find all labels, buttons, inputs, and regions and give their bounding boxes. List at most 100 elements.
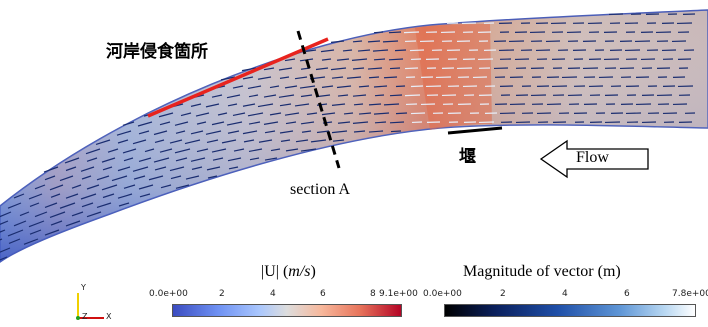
flow-vector — [353, 130, 366, 133]
flow-vector — [111, 175, 128, 182]
velocity-tick-8: 8 — [370, 289, 376, 299]
flow-vector — [138, 157, 152, 162]
flow-vector — [44, 175, 56, 181]
flow-vector — [50, 193, 61, 198]
flow-vector — [118, 202, 130, 207]
flow-vector — [241, 67, 257, 72]
flow-vector — [390, 130, 402, 133]
flow-vector — [285, 121, 297, 125]
flow-vector — [232, 112, 246, 117]
flow-vector — [330, 67, 347, 71]
flow-vector — [299, 85, 316, 89]
flow-vector — [138, 184, 154, 190]
flow-vector — [221, 139, 237, 144]
flow-vector — [158, 112, 174, 118]
flow-vector — [220, 76, 236, 81]
flow-vector — [184, 139, 201, 145]
flow-vector — [175, 130, 186, 134]
flow-vector — [211, 121, 225, 126]
flow-vector — [285, 148, 299, 152]
flow-vector — [305, 49, 317, 52]
flow-vector — [373, 85, 388, 88]
flow-vector — [159, 148, 173, 153]
flow-vector — [206, 166, 221, 171]
flow-vector — [383, 76, 398, 79]
flow-vector — [264, 157, 278, 161]
flow-arrow — [539, 139, 649, 179]
flow-vector — [7, 229, 24, 237]
flow-vector — [59, 175, 74, 182]
flow-vector — [310, 139, 327, 143]
flow-vector — [96, 202, 112, 209]
flow-vector — [159, 121, 171, 126]
flow-vector — [23, 238, 39, 245]
flow-vector — [284, 112, 300, 116]
flow-vector — [336, 58, 350, 61]
flow-vector — [29, 202, 40, 208]
flow-vector — [107, 148, 119, 153]
flow-vector — [294, 76, 308, 80]
velocity-colorbar — [172, 304, 402, 317]
flow-vector — [34, 211, 48, 218]
flow-vector — [278, 94, 295, 98]
flow-vector — [263, 94, 277, 98]
flow-vector — [300, 148, 317, 152]
flow-vector — [352, 40, 363, 43]
flow-vector — [86, 184, 100, 190]
flow-vector — [122, 121, 135, 126]
flow-vector — [279, 76, 290, 79]
section-a-label: section A — [290, 181, 350, 198]
flow-vector — [227, 130, 240, 134]
flow-vector — [257, 103, 274, 108]
flow-vector — [279, 130, 294, 134]
flow-vector — [28, 220, 45, 228]
velocity-tick-6: 6 — [320, 289, 326, 299]
flow-vector — [368, 103, 382, 106]
flow-vector — [243, 139, 255, 143]
flow-vector — [410, 112, 426, 115]
erosion-site-label: 河岸侵食箇所 — [106, 42, 208, 62]
flow-vector — [358, 85, 370, 88]
flow-vector — [185, 175, 200, 180]
flow-vector — [352, 94, 367, 97]
flow-vector — [395, 112, 408, 115]
flow-vector — [180, 112, 192, 117]
flow-vector — [284, 58, 296, 62]
flow-vector — [383, 103, 400, 106]
flow-vector — [284, 85, 298, 89]
flow-vector — [227, 157, 242, 162]
flow-vector — [404, 94, 421, 97]
flow-vector — [301, 130, 312, 133]
flow-vector — [331, 76, 344, 79]
weir-label: 堰 — [459, 147, 476, 167]
flow-vector — [372, 49, 389, 52]
river-bank-shading — [0, 10, 708, 262]
flow-vector — [389, 121, 405, 124]
flow-vector — [137, 121, 153, 127]
flow-vector — [0, 229, 6, 233]
flow-vector — [123, 184, 136, 189]
flow-vector — [357, 49, 371, 52]
flow-vector — [228, 166, 239, 170]
flow-vector — [332, 139, 345, 142]
flow-vector — [321, 112, 336, 116]
flow-vector — [367, 67, 383, 70]
flow-vector — [0, 211, 12, 218]
flow-vector — [263, 121, 279, 125]
flow-vector — [388, 58, 404, 61]
flow-vector — [280, 139, 291, 142]
flow-vector — [337, 121, 351, 124]
flow-vector — [233, 148, 245, 152]
flow-vector — [34, 184, 46, 190]
flow-vector — [101, 157, 116, 163]
vector-colorbar — [444, 304, 696, 317]
flow-vector — [117, 166, 131, 172]
flow-vector — [263, 67, 275, 71]
flow-vector — [85, 148, 101, 155]
flow-vector — [29, 229, 42, 235]
flow-vector — [300, 121, 315, 125]
flow-vector — [101, 184, 118, 191]
vector-field — [0, 13, 696, 261]
flow-vector — [196, 121, 207, 125]
flow-vector — [160, 184, 172, 189]
